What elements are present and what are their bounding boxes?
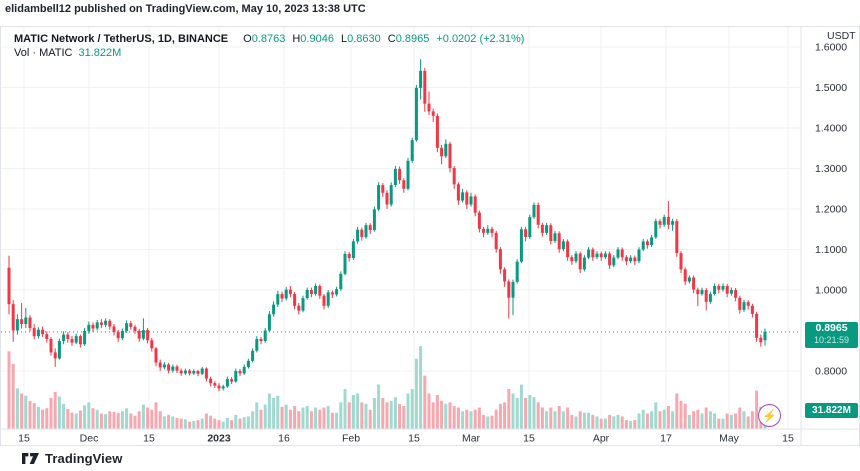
svg-text:1.5000: 1.5000	[815, 82, 847, 94]
volume-value: 31.822M	[78, 47, 122, 59]
chart-widget: 1.6000 1.5000 1.4000 1.3000 1.2000 1.1000 1.00…	[0, 26, 860, 446]
svg-text:1.6000: 1.6000	[815, 42, 847, 54]
current-price-badge: 0.8965 10:21:59	[805, 322, 858, 348]
attribution-text: elidambell12 published on TradingView.co…	[5, 3, 366, 15]
tradingview-logo-text: TradingView	[45, 451, 123, 466]
svg-text:1.1000: 1.1000	[815, 244, 847, 256]
flash-icon: ⚡	[762, 408, 777, 423]
svg-text:1.0000: 1.0000	[815, 285, 847, 297]
tradingview-logo-icon	[22, 452, 39, 465]
svg-text:0.8000: 0.8000	[815, 366, 847, 378]
legend-volume-row: Vol · MATIC 31.822M	[14, 46, 524, 60]
volume-label: Vol · MATIC	[14, 47, 73, 59]
close-value: 0.8965	[395, 33, 430, 45]
close-label: C	[387, 33, 396, 45]
legend-symbol-row: MATIC Network / TetherUS, 1D, BINANCE O0.…	[14, 32, 524, 46]
svg-text:15: 15	[18, 433, 30, 445]
svg-text:Apr: Apr	[593, 433, 610, 445]
bar-countdown: 10:21:59	[813, 335, 850, 345]
svg-text:16: 16	[278, 433, 290, 445]
chart-legend: MATIC Network / TetherUS, 1D, BINANCE O0.…	[14, 32, 524, 60]
svg-text:May: May	[719, 433, 740, 445]
current-price: 0.8965	[815, 322, 848, 334]
svg-text:Feb: Feb	[342, 433, 360, 445]
current-volume-badge: 31.822M	[805, 403, 858, 418]
svg-text:2023: 2023	[207, 433, 231, 445]
svg-text:1.3000: 1.3000	[815, 163, 847, 175]
high-label: H	[292, 33, 301, 45]
high-value: 0.9046	[300, 33, 334, 45]
open-label: O	[243, 33, 252, 45]
low-label: L	[340, 33, 348, 45]
open-value: 0.8763	[251, 33, 286, 45]
svg-text:1.4000: 1.4000	[815, 123, 847, 135]
svg-text:Dec: Dec	[80, 433, 99, 445]
svg-text:USDT: USDT	[827, 30, 856, 42]
symbol-title: MATIC Network / TetherUS, 1D, BINANCE	[14, 33, 229, 45]
price-chart-svg[interactable]: 1.6000 1.5000 1.4000 1.3000 1.2000 1.1000 1.00…	[1, 27, 859, 445]
tradingview-logo-link[interactable]: TradingView	[22, 451, 122, 466]
svg-text:1.2000: 1.2000	[815, 204, 847, 216]
flash-button[interactable]: ⚡	[758, 404, 781, 427]
svg-text:15: 15	[408, 433, 420, 445]
change-value: +0.0202 (+2.31%)	[436, 33, 525, 45]
svg-text:17: 17	[660, 433, 672, 445]
low-value: 0.8630	[347, 33, 381, 45]
footer: TradingView	[0, 446, 860, 471]
svg-text:15: 15	[523, 433, 535, 445]
svg-text:15: 15	[143, 433, 155, 445]
svg-text:15: 15	[782, 433, 794, 445]
svg-text:Mar: Mar	[462, 433, 481, 445]
